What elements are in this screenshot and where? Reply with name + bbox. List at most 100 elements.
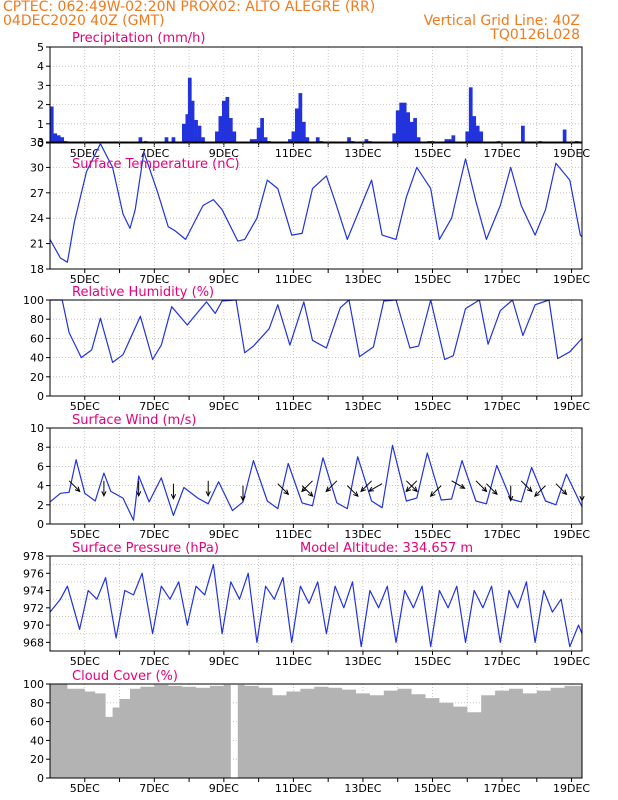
precip-bar	[409, 121, 414, 143]
wind-vector-head	[429, 491, 436, 498]
x-tick-label: 9DEC	[209, 400, 239, 413]
wind-vector-shaft	[405, 480, 418, 492]
precip-bar	[53, 133, 58, 143]
y-tick-label: 974	[23, 585, 44, 598]
wind-vector-head	[170, 493, 177, 500]
wind-vector-head	[360, 486, 366, 493]
wind-vector-shaft	[555, 483, 567, 495]
y-tick-label: 30	[30, 161, 44, 174]
x-tick-label: 7DEC	[139, 273, 169, 286]
x-tick-label: 19DEC	[553, 273, 590, 286]
wind-vector-shaft	[360, 480, 372, 492]
x-tick-label: 9DEC	[209, 273, 239, 286]
wind-vector-head	[307, 491, 314, 498]
precip-bar	[479, 131, 484, 143]
x-tick-label: 17DEC	[483, 528, 520, 541]
humidity-frame	[49, 299, 583, 397]
x-tick-label: 7DEC	[139, 528, 169, 541]
x-tick-label: 15DEC	[414, 400, 451, 413]
header-grid-note: Vertical Grid Line: 40Z	[423, 13, 580, 29]
x-tick-label: 13DEC	[344, 655, 381, 668]
y-tick-label: 80	[30, 313, 44, 326]
wind-vector-head	[534, 491, 540, 498]
x-tick-label: 9DEC	[209, 147, 239, 160]
precip-bar	[182, 123, 186, 143]
x-tick-label: 13DEC	[344, 400, 381, 413]
wind-vector-head	[459, 483, 466, 489]
precip-bar	[225, 96, 230, 143]
y-tick-label: 2	[37, 499, 44, 512]
wind-vector-head	[412, 486, 418, 493]
wind-vector-head	[101, 491, 107, 497]
x-tick-label: 11DEC	[275, 655, 312, 668]
wind-vector	[368, 483, 383, 492]
y-tick-label: 27	[30, 187, 44, 200]
precip-bar	[562, 129, 567, 143]
x-tick-label: 5DEC	[70, 273, 100, 286]
wind-vector	[429, 485, 442, 498]
x-tick-label: 7DEC	[139, 400, 169, 413]
x-tick-label: 9DEC	[209, 782, 239, 795]
wind-vector-shaft	[277, 483, 289, 495]
precip-bar	[315, 137, 320, 143]
wind-vector-shaft	[68, 480, 81, 492]
panel-precipitation: 0 1 2 3 4 5 5DEC 7DEC 9DEC 11DEC 13DEC 15DEC 17DEC 19…	[37, 31, 590, 160]
x-tick-label: 15DEC	[414, 147, 451, 160]
y-tick-label: 6	[37, 460, 44, 473]
precip-bar	[138, 137, 143, 143]
y-tick-label: 100	[23, 678, 44, 691]
wind-vector-head	[325, 486, 332, 493]
wind-line	[49, 444, 583, 521]
precip-bar	[221, 100, 226, 143]
precip-bar	[253, 139, 258, 143]
wind-vector-shaft	[301, 485, 314, 497]
y-tick-label: 20	[30, 371, 44, 384]
y-tick-label: 968	[23, 636, 44, 649]
x-tick-label: 19DEC	[553, 528, 590, 541]
x-tick-label: 7DEC	[139, 147, 169, 160]
wind-vector-head	[492, 489, 498, 496]
precip-bar	[60, 137, 65, 143]
x-tick-label: 19DEC	[553, 147, 590, 160]
x-tick-label: 5DEC	[70, 528, 100, 541]
y-tick-label: 2	[37, 99, 44, 112]
temperature-title: Surface Temperature (nC)	[72, 157, 240, 172]
x-tick-label: 17DEC	[483, 655, 520, 668]
precip-bar	[395, 110, 400, 143]
precip-bar	[291, 131, 296, 143]
wind-vector-shaft	[301, 480, 313, 492]
precip-bar	[49, 106, 54, 143]
precip-bar	[392, 133, 397, 143]
precip-bar	[164, 137, 169, 143]
y-tick-label: 1	[37, 118, 44, 131]
wind-vector-head	[353, 491, 359, 498]
y-tick-label: 5	[37, 41, 44, 54]
precip-bar	[402, 102, 407, 143]
precip-bar	[171, 137, 176, 143]
wind-vector-head	[240, 495, 246, 502]
x-tick-label: 19DEC	[553, 400, 590, 413]
precip-bar	[444, 139, 449, 143]
precip-bar	[288, 139, 292, 143]
wind-vector-shaft	[486, 483, 498, 495]
x-tick-label: 11DEC	[275, 782, 312, 795]
wind-vector	[475, 480, 488, 493]
precip-bar	[190, 100, 195, 143]
wind-vector-head	[136, 491, 142, 497]
precip-bar	[451, 135, 456, 143]
wind-vector-head	[283, 489, 290, 496]
precip-bar	[197, 125, 202, 143]
wind-vector	[325, 480, 338, 493]
precip-bar	[448, 139, 452, 143]
precip-bar	[232, 131, 237, 143]
x-tick-label: 9DEC	[209, 655, 239, 668]
precip-bar	[194, 119, 198, 143]
x-tick-label: 15DEC	[414, 782, 451, 795]
precip-bar	[472, 116, 477, 143]
y-tick-label: 0	[37, 137, 44, 150]
x-tick-label: 7DEC	[139, 655, 169, 668]
wind-vector-head	[508, 495, 514, 502]
x-tick-label: 5DEC	[70, 782, 100, 795]
y-tick-label: 21	[30, 238, 44, 251]
wind-vector	[101, 480, 107, 497]
